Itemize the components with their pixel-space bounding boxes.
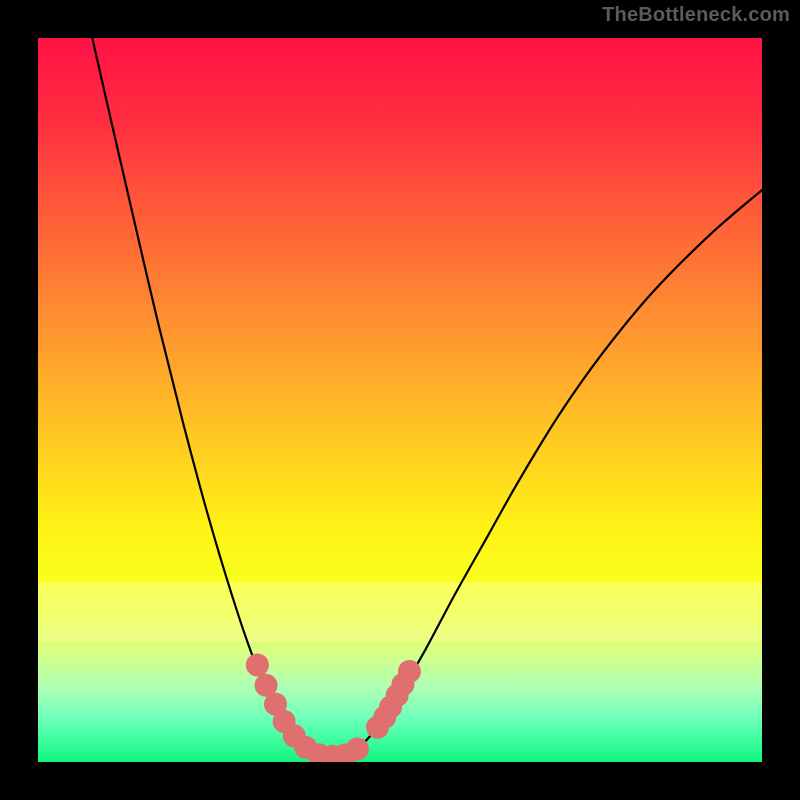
plot-background-gradient [38,38,762,762]
scatter-point [246,654,268,676]
pale-band [38,582,762,642]
chart-root: TheBottleneck.com [0,0,800,800]
chart-svg [0,0,800,800]
scatter-point [398,661,420,683]
watermark-text: TheBottleneck.com [602,4,790,27]
scatter-point [346,738,368,760]
